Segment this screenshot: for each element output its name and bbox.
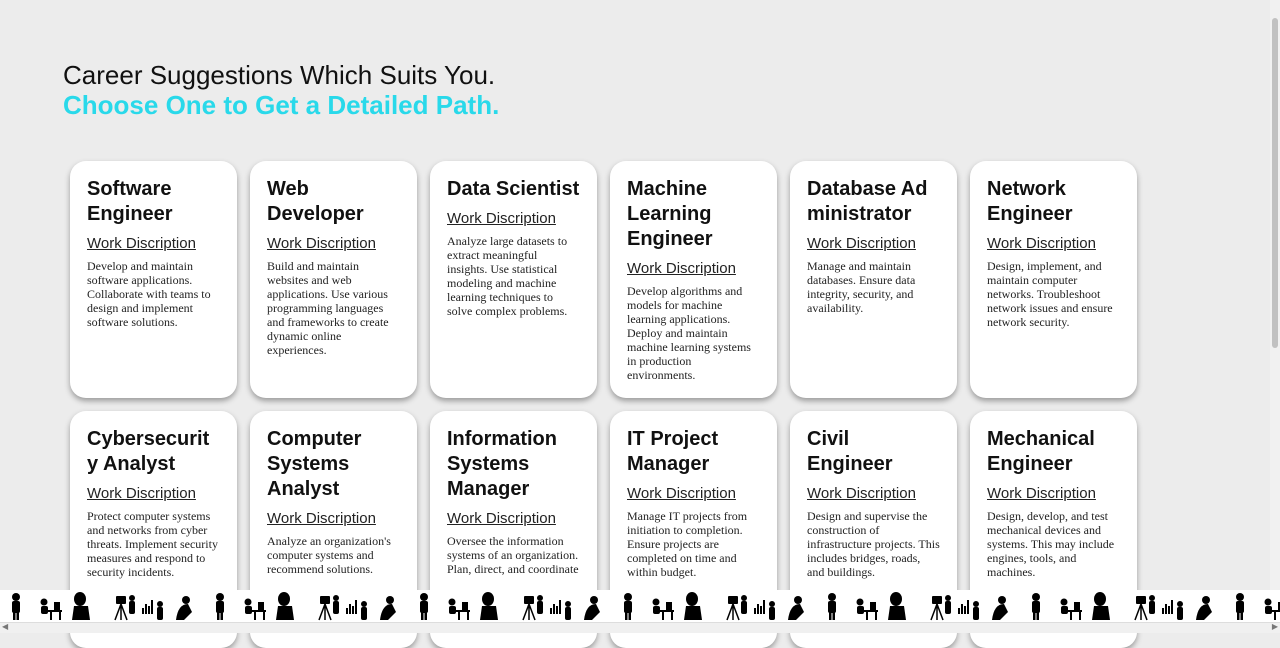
- card-description: Design, implement, and maintain computer…: [987, 259, 1113, 329]
- card-title: Machine Learning Engineer: [627, 178, 713, 250]
- work-description-link[interactable]: Work Discription: [807, 235, 916, 252]
- card-title: Computer Systems Analyst: [267, 428, 362, 500]
- card-description: Design, develop, and test mechanical dev…: [987, 509, 1115, 579]
- work-description-link[interactable]: Work Discription: [87, 235, 196, 252]
- card-description: Oversee the information systems of an or…: [447, 534, 579, 576]
- work-description-link[interactable]: Work Discription: [987, 235, 1096, 252]
- career-card[interactable]: Database Administrator Work Discription …: [790, 161, 957, 398]
- people-silhouettes-icon: [12, 592, 1280, 621]
- page-heading: Career Suggestions Which Suits You. Choo…: [63, 60, 499, 120]
- card-description: Build and maintain websites and web appl…: [267, 259, 389, 357]
- card-title: Web Developer: [267, 178, 364, 225]
- career-card[interactable]: Web Developer Work Discription Build and…: [250, 161, 417, 398]
- card-title: Data Scientist: [447, 178, 580, 200]
- career-card-grid: Software Engineer Work Discription Devel…: [70, 161, 1137, 648]
- page-subtitle: Choose One to Get a Detailed Path.: [63, 90, 500, 120]
- page-title: Career Suggestions Which Suits You.: [63, 60, 496, 90]
- career-card[interactable]: Machine Learning Engineer Work Discripti…: [610, 161, 777, 398]
- card-description: Analyze large datasets to extract meanin…: [447, 234, 568, 318]
- card-description: Protect computer systems and networks fr…: [87, 509, 218, 579]
- work-description-link[interactable]: Work Discription: [987, 485, 1096, 502]
- card-title: Civil Engineer: [807, 428, 893, 475]
- card-title: Network Engineer: [987, 178, 1073, 225]
- work-description-link[interactable]: Work Discription: [267, 235, 376, 252]
- career-card[interactable]: Data Scientist Work Discription Analyze …: [430, 161, 597, 398]
- card-description: Develop algorithms and models for machin…: [627, 284, 751, 382]
- card-description: Design and supervise the construction of…: [807, 509, 940, 579]
- work-description-link[interactable]: Work Discription: [447, 210, 556, 227]
- work-description-link[interactable]: Work Discription: [807, 485, 916, 502]
- scroll-left-icon[interactable]: ◀: [2, 622, 9, 631]
- work-description-link[interactable]: Work Discription: [627, 260, 736, 277]
- card-description: Develop and maintain software applicatio…: [87, 259, 211, 329]
- work-description-link[interactable]: Work Discription: [447, 510, 556, 527]
- career-card[interactable]: Network Engineer Work Discription Design…: [970, 161, 1137, 398]
- card-title: Database Administrator: [807, 178, 928, 225]
- work-description-link[interactable]: Work Discription: [267, 510, 376, 527]
- card-title: Software Engineer: [87, 178, 173, 225]
- card-title: Cybersecurity Analyst: [87, 428, 210, 475]
- work-description-link[interactable]: Work Discription: [627, 485, 736, 502]
- horizontal-scrollbar[interactable]: ◀ ▶: [0, 622, 1280, 633]
- card-title: Information Systems Manager: [447, 428, 557, 500]
- card-description: Analyze an organization's computer syste…: [267, 534, 391, 576]
- work-description-link[interactable]: Work Discription: [87, 485, 196, 502]
- scrollbar-thumb[interactable]: [1272, 18, 1278, 348]
- footer-decoration: [0, 590, 1280, 622]
- card-title: Mechanical Engineer: [987, 428, 1095, 475]
- vertical-scrollbar[interactable]: [1270, 0, 1280, 590]
- career-card[interactable]: Software Engineer Work Discription Devel…: [70, 161, 237, 398]
- scroll-right-icon[interactable]: ▶: [1271, 622, 1278, 631]
- card-description: Manage and maintain databases. Ensure da…: [807, 259, 916, 315]
- card-title: IT Project Manager: [627, 428, 719, 475]
- card-description: Manage IT projects from initiation to co…: [627, 509, 748, 579]
